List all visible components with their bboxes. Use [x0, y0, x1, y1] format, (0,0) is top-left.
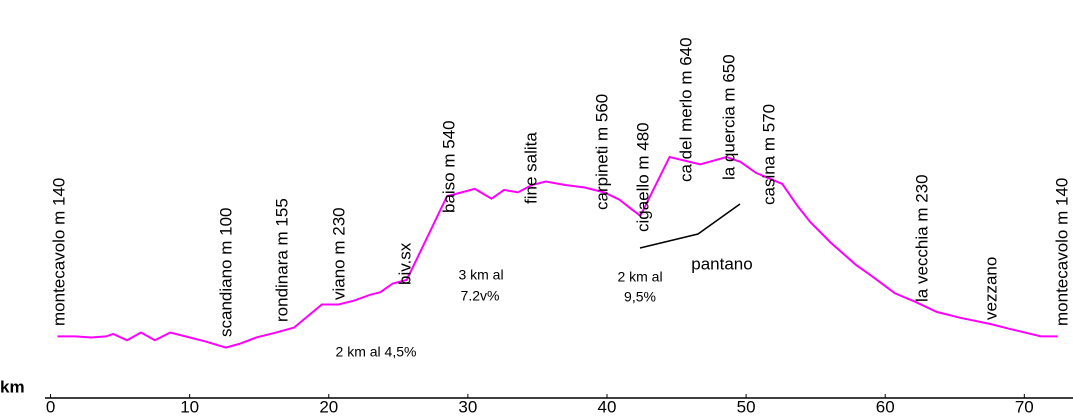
x-tick-label: 70	[1015, 397, 1034, 416]
place-label: la quercia m 650	[719, 54, 738, 180]
place-label: fine salita	[521, 132, 540, 204]
place-label: rondinara m 155	[272, 198, 291, 322]
place-label: montecavolo m 140	[1052, 178, 1071, 326]
annotation: pantano	[691, 254, 752, 273]
x-axis-label: km	[0, 377, 25, 396]
place-label: ca del merlo m 640	[676, 37, 695, 182]
place-label: viano m 230	[329, 207, 348, 300]
x-tick-label: 50	[737, 397, 756, 416]
place-label: montecavolo m 140	[49, 178, 68, 326]
place-label: scandiano m 100	[216, 208, 235, 337]
place-label: vezzano	[981, 257, 1000, 320]
place-label: biv.sx	[395, 242, 414, 285]
place-label: la vecchia m 230	[912, 174, 931, 302]
place-label: baiso m 540	[439, 120, 458, 213]
pantano-line	[639, 203, 741, 249]
place-label: carpineti m 560	[592, 94, 611, 210]
annotation: 3 km al	[458, 267, 503, 283]
annotation: 2 km al	[617, 269, 662, 285]
x-tick-label: 0	[46, 397, 55, 416]
annotation: 9,5%	[624, 289, 656, 305]
place-label: cigaello m 480	[633, 122, 652, 232]
x-tick-label: 10	[180, 397, 199, 416]
x-tick-label: 60	[876, 397, 895, 416]
annotation: 7.2v%	[461, 288, 500, 304]
x-tick-label: 20	[319, 397, 338, 416]
place-label: casina m 570	[759, 104, 778, 205]
annotation: 2 km al 4,5%	[336, 344, 417, 360]
x-tick-label: 30	[458, 397, 477, 416]
x-tick-label: 40	[598, 397, 617, 416]
profile-line	[57, 155, 1058, 349]
